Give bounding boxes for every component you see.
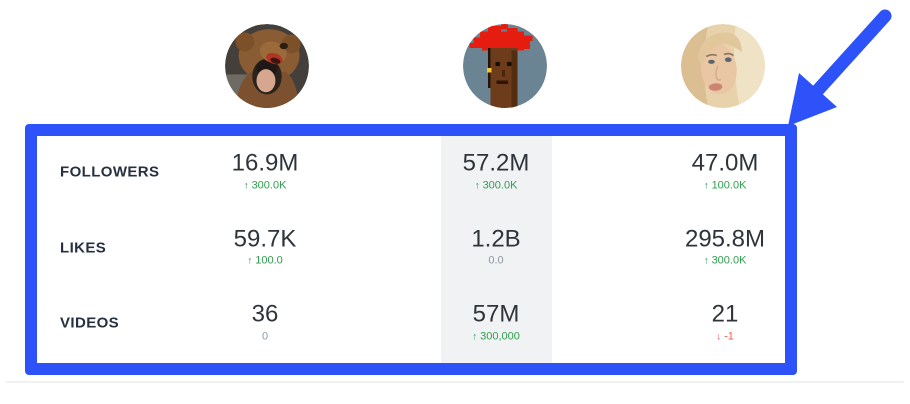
up-arrow-icon: ↑: [703, 179, 709, 191]
stat-likes-account3: 295.8M ↑ 300.0K: [640, 224, 810, 267]
stat-value: 295.8M: [684, 224, 766, 252]
stat-videos-account3: 21 ↓ -1: [640, 300, 810, 343]
stat-change: 0: [180, 330, 350, 342]
blonde-avatar-image: [681, 24, 765, 108]
container-bottom-edge: [6, 381, 904, 383]
stat-change: ↑ 300.0K: [180, 179, 350, 191]
comparison-table: FOLLOWERS 16.9M ↑ 300.0K 57.2M ↑ 300.0K 47…: [25, 124, 797, 375]
up-arrow-icon: ↑: [703, 255, 709, 267]
stat-change: ↑ 100.0: [180, 255, 350, 267]
stat-value: 16.9M: [231, 149, 299, 177]
stat-change-text: 100.0: [255, 254, 283, 267]
down-arrow-icon: ↓: [716, 331, 722, 343]
avatar-blonde[interactable]: [681, 24, 765, 108]
stat-change-text: 100.0K: [711, 178, 747, 191]
stat-change: ↑ 100.0K: [640, 179, 810, 191]
stat-followers-account1: 16.9M ↑ 300.0K: [180, 149, 350, 191]
stat-change: ↑ 300.0K: [640, 255, 810, 267]
avatar-cryptopunk[interactable]: [463, 24, 547, 108]
metric-label-videos: VIDEOS: [60, 314, 120, 332]
stat-change: 0.0: [411, 255, 581, 267]
up-arrow-icon: ↑: [472, 331, 478, 343]
stat-value: 1.2B: [471, 224, 521, 252]
stat-change-text: 0: [261, 330, 269, 343]
stat-videos-account2: 57M ↑ 300,000: [411, 300, 581, 343]
stat-change: ↓ -1: [640, 330, 810, 342]
highlight-column: [441, 136, 552, 363]
metric-row-followers: FOLLOWERS 16.9M ↑ 300.0K 57.2M ↑ 300.0K 47…: [37, 136, 785, 212]
metric-label-followers: FOLLOWERS: [60, 163, 160, 181]
stat-change-text: 300.0K: [711, 254, 747, 267]
stat-followers-account3: 47.0M ↑ 100.0K: [640, 149, 810, 191]
stat-value: 47.0M: [691, 149, 759, 177]
stat-value: 36: [251, 300, 279, 328]
metric-label-likes: LIKES: [60, 238, 107, 256]
stat-value: 57.2M: [462, 149, 530, 177]
stat-videos-account1: 36 0: [180, 300, 350, 343]
annotation-arrow-icon: [788, 9, 892, 126]
stat-change-text: -1: [724, 330, 734, 343]
stat-change: ↑ 300.0K: [411, 179, 581, 191]
stat-likes-account2: 1.2B 0.0: [411, 224, 581, 267]
up-arrow-icon: ↑: [243, 179, 249, 191]
stat-change: ↑ 300,000: [411, 330, 581, 342]
metric-row-videos: VIDEOS 36 0 57M ↑ 300,000 21 ↓ -1: [37, 287, 785, 363]
bear-costume-avatar-image: [225, 24, 309, 108]
stat-followers-account2: 57.2M ↑ 300.0K: [411, 149, 581, 191]
avatar-bear-costume[interactable]: [225, 24, 309, 108]
stat-value: 59.7K: [233, 224, 297, 252]
stat-likes-account1: 59.7K ↑ 100.0: [180, 224, 350, 267]
up-arrow-icon: ↑: [247, 255, 253, 267]
stat-value: 57M: [472, 300, 520, 328]
stat-change-text: 300,000: [480, 330, 520, 343]
up-arrow-icon: ↑: [474, 179, 480, 191]
cryptopunk-avatar-image: [463, 24, 547, 108]
stat-change-text: 300.0K: [251, 178, 287, 191]
metric-row-likes: LIKES 59.7K ↑ 100.0 1.2B 0.0 295.8M ↑ 300.…: [37, 212, 785, 288]
stat-value: 21: [711, 300, 739, 328]
stat-change-text: 300.0K: [482, 178, 518, 191]
stat-change-text: 0.0: [488, 254, 504, 267]
